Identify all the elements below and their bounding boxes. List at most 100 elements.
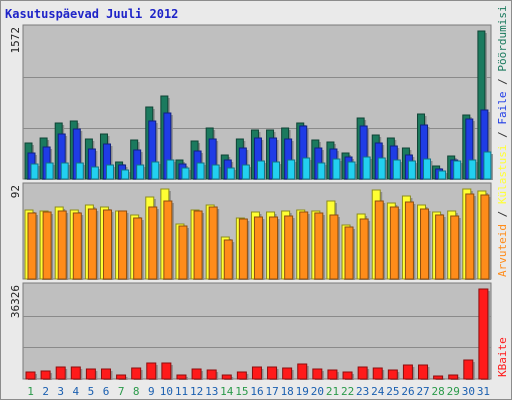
bar-lehekülgi-27 [423,158,432,180]
bar-kbaite-10 [161,362,172,380]
bar-lehekülgi-1 [30,163,39,180]
legend-separator: / [496,204,509,224]
legend-item-pöördumisi: Pöördumisi [496,5,509,71]
bar-lehekülgi-31 [483,151,492,180]
legend-item-kbaite: KBaite [496,337,509,377]
x-tick-label-21: 21 [326,385,339,398]
bar-kbaite-30 [463,359,474,380]
x-tick-label-3: 3 [57,385,64,398]
bar-arvuteid-13 [208,206,218,280]
bar-kbaite-13 [206,369,217,380]
panel-bottom-background [22,282,492,380]
bar-arvuteid-23 [359,218,369,280]
bar-kbaite-11 [176,374,187,380]
x-tick-label-17: 17 [265,385,278,398]
bar-kbaite-26 [402,364,413,380]
bar-arvuteid-3 [57,210,67,280]
bar-arvuteid-26 [404,201,414,280]
bar-lehekülgi-20 [317,162,326,180]
bar-lehekülgi-2 [45,162,54,180]
bar-kbaite-24 [372,367,383,380]
x-tick-label-9: 9 [148,385,155,398]
bar-kbaite-22 [342,371,353,380]
bar-arvuteid-1 [27,212,37,280]
bar-lehekülgi-6 [105,164,114,180]
bar-lehekülgi-17 [272,161,281,180]
x-tick-label-5: 5 [88,385,95,398]
x-tick-label-1: 1 [27,385,34,398]
bar-kbaite-25 [387,369,398,380]
bar-kbaite-15 [236,371,247,380]
x-tick-label-15: 15 [235,385,248,398]
bar-arvuteid-12 [193,210,203,280]
bar-lehekülgi-22 [347,161,356,180]
legend-separator: / [496,125,509,145]
x-tick-label-23: 23 [356,385,369,398]
bar-kbaite-5 [85,368,96,380]
x-tick-label-22: 22 [341,385,354,398]
x-tick-label-11: 11 [175,385,188,398]
bar-lehekülgi-13 [211,164,220,180]
bar-lehekülgi-9 [151,161,160,180]
x-tick-label-16: 16 [250,385,263,398]
legend-item-arvuteid: Arvuteid [496,224,509,277]
bar-kbaite-6 [100,368,111,380]
bar-kbaite-21 [327,369,338,380]
y-max-label-bottom: 36326 [9,285,22,318]
bar-arvuteid-10 [163,200,173,280]
x-tick-label-2: 2 [42,385,49,398]
legend-item-faile: Faile [496,92,509,125]
x-tick-label-14: 14 [220,385,234,398]
bar-kbaite-28 [433,375,444,380]
bar-lehekülgi-8 [136,164,145,180]
bar-kbaite-7 [116,374,127,380]
y-max-label-middle: 92 [9,185,22,198]
bar-lehekülgi-11 [181,167,190,180]
bar-kbaite-3 [55,366,66,380]
bar-lehekülgi-5 [90,166,99,180]
x-tick-label-13: 13 [205,385,218,398]
x-tick-label-29: 29 [447,385,460,398]
bar-kbaite-20 [312,368,323,380]
x-tick-label-30: 30 [462,385,475,398]
legend-item-külastusi: Külastusi [496,145,509,205]
bar-arvuteid-22 [344,226,354,280]
x-tick-label-19: 19 [296,385,309,398]
bar-arvuteid-29 [450,215,460,280]
bar-kbaite-1 [25,371,36,380]
x-tick-label-28: 28 [432,385,445,398]
bar-lehekülgi-19 [302,157,311,180]
bar-arvuteid-28 [435,214,445,280]
bar-lehekülgi-7 [121,169,130,180]
x-tick-label-6: 6 [103,385,110,398]
bar-kbaite-8 [131,367,142,380]
x-tick-label-24: 24 [371,385,385,398]
bar-arvuteid-4 [72,212,82,280]
bar-arvuteid-30 [465,193,475,280]
x-tick-label-27: 27 [416,385,429,398]
bar-lehekülgi-30 [468,159,477,180]
bar-arvuteid-27 [420,208,430,280]
bar-kbaite-2 [40,370,51,380]
bar-arvuteid-5 [87,208,97,280]
bar-arvuteid-18 [284,215,294,280]
x-tick-label-31: 31 [477,385,490,398]
bar-kbaite-17 [267,366,278,380]
bar-arvuteid-15 [238,218,248,280]
x-tick-label-10: 10 [160,385,173,398]
bar-kbaite-31 [478,288,489,380]
bar-arvuteid-19 [299,211,309,280]
bar-kbaite-16 [251,366,262,380]
x-tick-label-20: 20 [311,385,324,398]
x-tick-label-18: 18 [281,385,294,398]
bar-lehekülgi-18 [287,159,296,180]
bar-kbaite-18 [282,367,293,380]
bar-kbaite-12 [191,368,202,380]
bar-lehekülgi-29 [453,160,462,180]
bar-arvuteid-20 [314,212,324,280]
bar-kbaite-4 [70,366,81,380]
bar-arvuteid-9 [148,206,158,280]
bar-arvuteid-2 [42,211,52,280]
